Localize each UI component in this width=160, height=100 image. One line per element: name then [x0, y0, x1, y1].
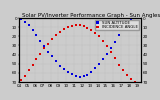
Point: [63, 28, 65, 30]
Legend: SUN ALTITUDE, INCIDENCE ANGLE: SUN ALTITUDE, INCIDENCE ANGLE: [95, 20, 139, 30]
Point: [55, 35, 57, 36]
Point: [74, 24, 77, 26]
Point: [43, 46, 46, 47]
Point: [98, 36, 100, 37]
Point: [71, 25, 73, 27]
Point: [51, 56, 53, 57]
Point: [106, 46, 108, 47]
Point: [20, 18, 22, 20]
Point: [59, 65, 61, 66]
Point: [90, 71, 93, 73]
Point: [86, 27, 89, 29]
Point: [23, 21, 26, 22]
Point: [47, 43, 49, 44]
Point: [94, 68, 97, 69]
Point: [74, 75, 77, 76]
Point: [31, 29, 34, 31]
Point: [27, 69, 30, 71]
Point: [118, 35, 120, 36]
Point: [82, 25, 85, 27]
Point: [43, 47, 46, 49]
Point: [31, 64, 34, 65]
Point: [39, 40, 42, 42]
Text: Solar PV/Inverter Performance Graph - Sun Angles [1134: Solar PV/Inverter Performance Graph - Su…: [22, 13, 160, 18]
Point: [121, 29, 124, 31]
Point: [47, 51, 49, 53]
Point: [102, 40, 104, 42]
Point: [133, 17, 136, 19]
Point: [94, 32, 97, 33]
Point: [110, 47, 112, 49]
Point: [35, 58, 38, 60]
Point: [129, 19, 132, 21]
Point: [67, 26, 69, 28]
Point: [90, 29, 93, 31]
Point: [39, 53, 42, 55]
Point: [106, 53, 108, 55]
Point: [121, 69, 124, 71]
Point: [35, 35, 38, 36]
Point: [86, 74, 89, 76]
Point: [20, 79, 22, 81]
Point: [71, 73, 73, 75]
Point: [114, 41, 116, 43]
Point: [133, 81, 136, 83]
Point: [129, 78, 132, 80]
Point: [59, 31, 61, 32]
Point: [51, 38, 53, 40]
Point: [98, 63, 100, 64]
Point: [78, 76, 81, 77]
Point: [110, 51, 112, 53]
Point: [114, 57, 116, 59]
Point: [27, 24, 30, 26]
Point: [82, 75, 85, 76]
Point: [102, 58, 104, 60]
Point: [118, 64, 120, 65]
Point: [125, 74, 128, 76]
Point: [67, 71, 69, 73]
Point: [23, 75, 26, 76]
Point: [55, 60, 57, 62]
Point: [78, 24, 81, 26]
Point: [125, 24, 128, 25]
Point: [63, 68, 65, 70]
